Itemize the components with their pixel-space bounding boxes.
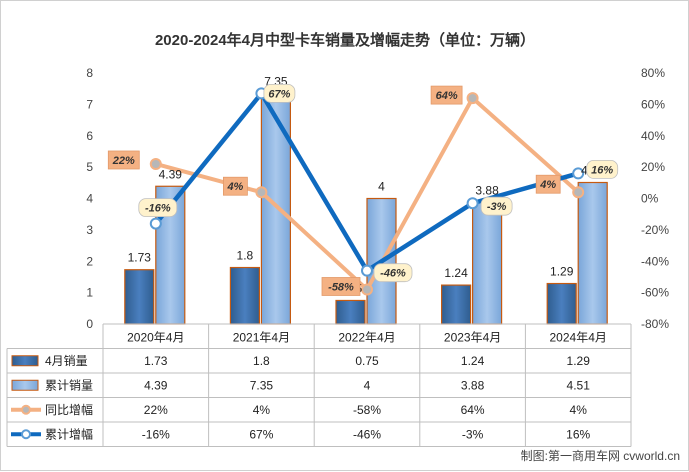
bar <box>260 92 291 325</box>
y-left-tick-label: 6 <box>86 129 93 143</box>
bar <box>229 266 260 325</box>
y-right-tick-label: -80% <box>641 317 669 331</box>
bar-data-label: 1.29 <box>550 265 574 279</box>
callout-box <box>138 198 178 218</box>
table-cell: 1.29 <box>567 354 591 368</box>
line-data-label: -16% <box>145 203 171 215</box>
source-credit: 制图:第一商用车网 cvworld.cn <box>521 448 680 463</box>
callout-box <box>586 159 619 179</box>
table-cell: 1.24 <box>461 354 485 368</box>
y-left-tick-label: 7 <box>86 97 93 111</box>
y-right-tick-label: 20% <box>641 160 665 174</box>
line-data-label: 64% <box>436 90 458 102</box>
callout-box <box>373 263 413 283</box>
callout-box <box>480 196 513 216</box>
bar-data-label: 1.73 <box>128 251 152 265</box>
y-left-tick-label: 5 <box>86 160 93 174</box>
category-label: 2021年4月 <box>233 330 290 344</box>
y-left-tick-label: 8 <box>86 66 93 80</box>
line-data-label: 22% <box>112 155 135 167</box>
category-label: 2024年4月 <box>550 330 607 344</box>
bar <box>441 284 472 325</box>
line-data-label: 4% <box>226 181 243 193</box>
y-right-tick-label: 40% <box>641 129 665 143</box>
table-cell: 0.75 <box>355 354 379 368</box>
table-cell: 4.51 <box>567 378 591 392</box>
legend-series-name: 累计增幅 <box>45 426 93 441</box>
table-cell: 67% <box>249 427 273 441</box>
y-right-tick-label: 80% <box>641 66 665 80</box>
y-left-tick-label: 4 <box>86 192 93 206</box>
legend-series-name: 同比增幅 <box>45 402 93 417</box>
y-left-tick-label: 0 <box>86 317 93 331</box>
bar-data-label: 1.24 <box>444 266 468 280</box>
line-marker <box>149 217 162 230</box>
line-data-label: -58% <box>328 281 354 293</box>
line-data-label: -46% <box>380 268 406 280</box>
legend-series-name: 4月销量 <box>45 354 88 368</box>
bar-data-label: 4.39 <box>159 167 183 181</box>
bar-data-label: 1.8 <box>237 249 254 263</box>
table-cell: 3.88 <box>461 378 485 392</box>
category-label: 2023年4月 <box>444 330 501 344</box>
line-marker <box>361 283 373 296</box>
table-cell: 64% <box>461 403 485 417</box>
line-marker <box>361 264 373 277</box>
table-cell: 4.39 <box>144 378 168 392</box>
bar <box>546 282 577 325</box>
callout-box <box>222 176 248 196</box>
legend-key-marker <box>21 404 31 415</box>
table-cell: -46% <box>353 427 381 441</box>
table-cell: 7.35 <box>250 378 274 392</box>
table-cell: -16% <box>142 427 170 441</box>
y-left-tick-label: 3 <box>86 223 93 237</box>
line-marker <box>572 167 585 180</box>
y-left-tick-label: 1 <box>86 286 93 300</box>
line-marker <box>149 157 162 170</box>
table-cell: 4% <box>253 403 271 417</box>
table-cell: 4 <box>364 378 371 392</box>
line-data-label: 16% <box>591 164 613 176</box>
callout-box <box>263 83 296 103</box>
bar <box>577 181 608 325</box>
y-right-tick-label: 60% <box>641 97 665 111</box>
chart-title: 2020-2024年4月中型卡车销量及增幅走势（单位：万辆） <box>155 31 535 49</box>
legend-key-marker <box>21 429 31 440</box>
table-cell: 22% <box>144 403 168 417</box>
category-label: 2022年4月 <box>338 330 395 344</box>
callout-box <box>321 277 361 296</box>
callout-box <box>535 174 561 194</box>
bar <box>335 299 366 325</box>
table-cell: -58% <box>353 403 381 417</box>
legend-key-bar <box>11 355 39 367</box>
category-label: 2020年4月 <box>127 330 184 344</box>
table-cell: -3% <box>462 427 484 441</box>
line-marker <box>255 186 268 199</box>
bar-data-label: 3.88 <box>475 183 499 197</box>
y-right-tick-label: -40% <box>641 254 669 268</box>
table-cell: 1.73 <box>144 354 168 368</box>
line-data-label: 4% <box>539 179 556 191</box>
line-marker <box>466 197 479 210</box>
table-cell: 4% <box>570 403 588 417</box>
y-right-tick-label: -20% <box>641 223 669 237</box>
y-right-tick-label: -60% <box>641 286 669 300</box>
line-data-label: -3% <box>487 201 507 213</box>
y-left-tick-label: 2 <box>86 254 93 268</box>
line-marker <box>572 186 585 199</box>
bar <box>124 269 155 325</box>
legend-key-bar <box>11 379 39 391</box>
bar <box>472 201 503 325</box>
line-marker <box>466 92 479 105</box>
y-right-tick-label: 0% <box>641 192 659 206</box>
legend-series-name: 累计销量 <box>45 378 93 392</box>
table-cell: 16% <box>566 427 590 441</box>
callout-box <box>430 85 463 105</box>
callout-box <box>107 150 140 170</box>
line-data-label: 67% <box>268 88 290 100</box>
table-cell: 1.8 <box>253 354 270 368</box>
bar-data-label: 4 <box>378 180 385 194</box>
